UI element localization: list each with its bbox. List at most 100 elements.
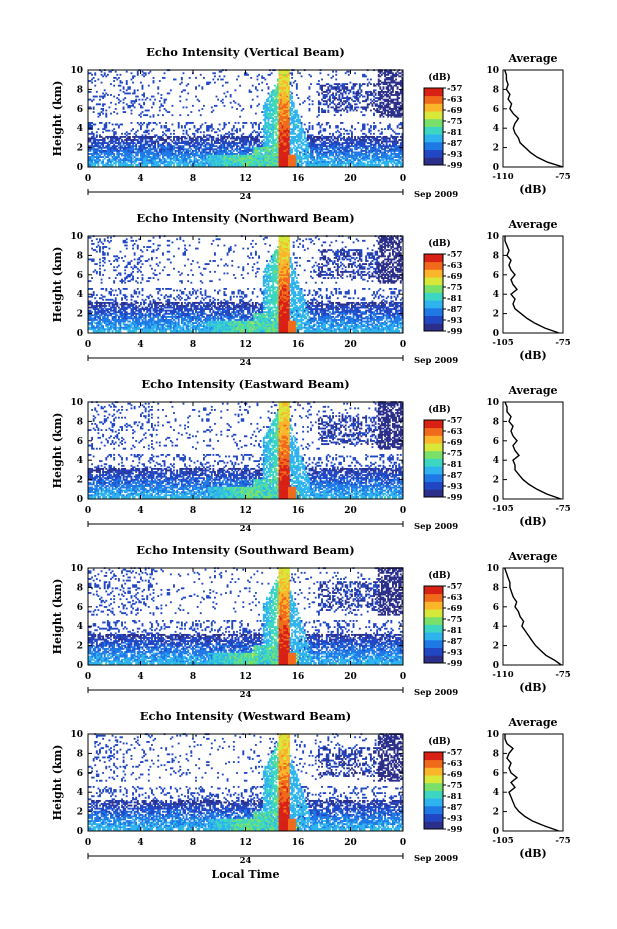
heatmap-cell: [140, 116, 142, 118]
heatmap-cell: [142, 111, 144, 113]
heatmap-cell: [334, 114, 336, 116]
heatmap-cell: [258, 139, 260, 141]
heatmap-cell: [260, 122, 262, 124]
heatmap-cell: [105, 110, 107, 112]
heatmap-cell: [153, 96, 155, 98]
heatmap-cell: [351, 131, 353, 133]
heatmap-cell: [309, 122, 311, 124]
heatmap-cell: [367, 124, 369, 126]
heatmap-cell: [198, 100, 200, 102]
heatmap-cell: [131, 113, 133, 115]
heatmap-cell: [327, 122, 329, 124]
heatmap-cell: [348, 74, 350, 76]
heatmap-cell: [230, 94, 232, 96]
heatmap-cell: [268, 86, 270, 88]
heatmap-cell: [160, 125, 162, 127]
heatmap-cell: [309, 96, 311, 98]
heatmap-cell: [93, 111, 95, 113]
panel-title: Echo Intensity (Vertical Beam): [146, 45, 345, 59]
heatmap-cell: [120, 100, 122, 102]
heatmap-cell: [200, 114, 202, 116]
heatmap-cell: [170, 136, 172, 138]
heatmap-cell: [354, 128, 356, 130]
heatmap-cell: [291, 77, 293, 79]
heatmap-cell: [291, 93, 293, 95]
heatmap-cell: [200, 74, 202, 76]
heatmap-cell: [373, 133, 375, 135]
heatmap-cell: [162, 105, 164, 107]
heatmap-cell: [123, 102, 125, 104]
heatmap-cell: [233, 125, 235, 127]
heatmap-cell: [354, 72, 356, 74]
heatmap-cell: [179, 114, 181, 116]
heatmap-cell: [348, 71, 350, 73]
heatmap-cell: [201, 108, 203, 110]
heatmap-cell: [346, 83, 348, 85]
heatmap-cell: [104, 103, 106, 105]
heatmap-cell: [320, 72, 322, 74]
heatmap-cell: [261, 89, 263, 91]
heatmap-cell: [223, 105, 225, 107]
heatmap-cell: [223, 93, 225, 95]
heatmap-cell: [105, 113, 107, 115]
heatmap-cell: [360, 111, 362, 113]
heatmap-cell: [90, 106, 92, 108]
heatmap-cell: [123, 86, 125, 88]
heatmap-cell: [346, 86, 348, 88]
heatmap-cell: [132, 128, 134, 130]
heatmap-cell: [225, 96, 227, 98]
heatmap-cell: [212, 128, 214, 130]
heatmap-cell: [115, 131, 117, 133]
heatmap-cell: [340, 133, 342, 135]
heatmap-cell: [230, 102, 232, 104]
heatmap-cell: [135, 99, 137, 101]
heatmap-cell: [296, 83, 298, 85]
heatmap-cell: [370, 79, 372, 81]
heatmap-cell: [340, 114, 342, 116]
heatmap-cell: [173, 130, 175, 132]
heatmap-cell: [360, 89, 362, 91]
heatmap-cell: [102, 113, 104, 115]
heatmap-cell: [159, 100, 161, 102]
heatmap-cell: [214, 72, 216, 74]
heatmap-cell: [239, 128, 241, 130]
heatmap-cell: [153, 77, 155, 79]
heatmap-cell: [239, 85, 241, 87]
heatmap-cell: [91, 82, 93, 84]
heatmap-cell: [93, 99, 95, 101]
heatmap-cell: [370, 110, 372, 112]
heatmap-cell: [356, 83, 358, 85]
heatmap-cell: [137, 89, 139, 91]
heatmap-cell: [217, 79, 219, 81]
heatmap-cell: [370, 133, 372, 135]
heatmap-cell: [118, 94, 120, 96]
heatmap-cell: [312, 103, 314, 105]
heatmap-cell: [351, 105, 353, 107]
heatmap-cell: [318, 80, 320, 82]
heatmap-cell: [219, 75, 221, 77]
heatmap-cell: [383, 116, 385, 118]
heatmap-cell: [255, 86, 257, 88]
heatmap-cell: [91, 74, 93, 76]
heatmap-cell: [190, 111, 192, 113]
heatmap-cell: [168, 111, 170, 113]
heatmap-cell: [381, 131, 383, 133]
heatmap-cell: [324, 110, 326, 112]
panel-1: Echo Intensity (Vertical Beam)0246810Hei…: [51, 45, 571, 202]
heatmap-cell: [252, 99, 254, 101]
heatmap-cell: [250, 105, 252, 107]
heatmap-cell: [309, 108, 311, 110]
heatmap-cell: [356, 110, 358, 112]
heatmap-cell: [309, 103, 311, 105]
heatmap-cell: [113, 85, 115, 87]
heatmap-cell: [343, 136, 345, 138]
heatmap-cell: [149, 122, 151, 124]
heatmap-cell: [129, 93, 131, 95]
heatmap-cell: [165, 99, 167, 101]
heatmap-cell: [242, 125, 244, 127]
heatmap-cell: [261, 82, 263, 84]
heatmap-cell: [134, 75, 136, 77]
heatmap-cell: [96, 96, 98, 98]
heatmap-cell: [159, 122, 161, 124]
heatmap-cell: [165, 122, 167, 124]
